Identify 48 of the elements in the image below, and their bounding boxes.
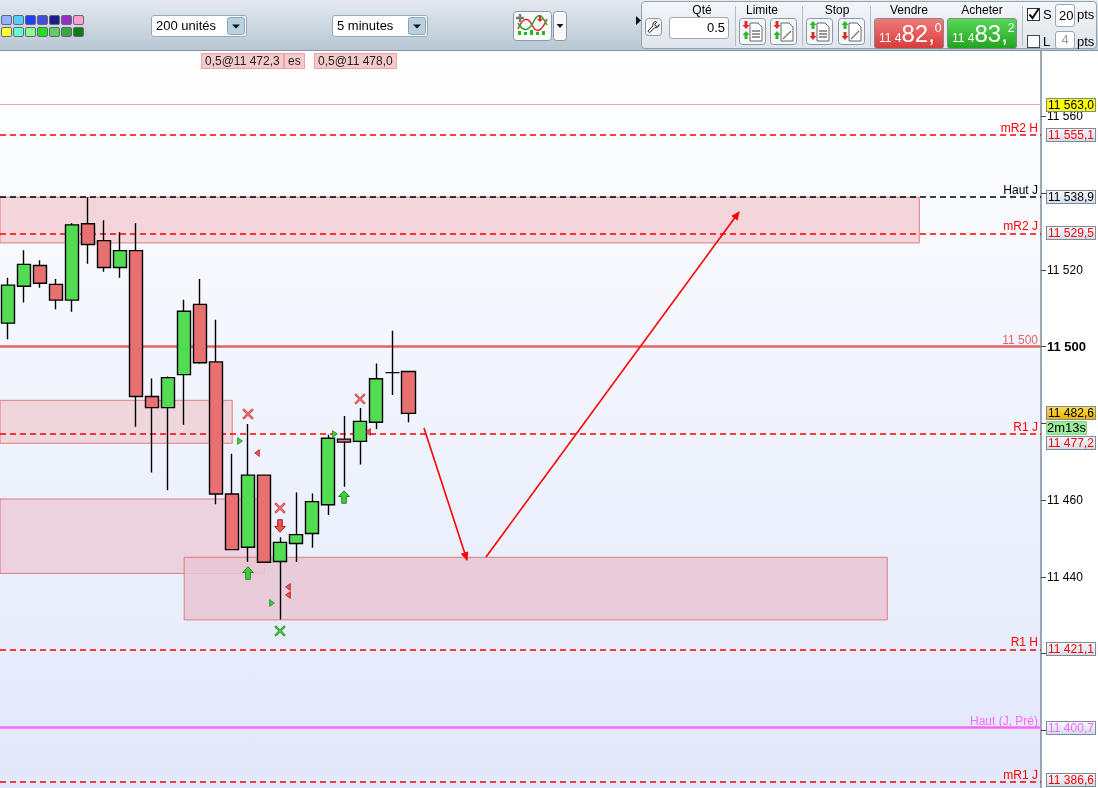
y-tick-label: 11 460 <box>1047 493 1084 508</box>
ref-line-label: Haut (J, Pré) <box>969 713 1038 728</box>
ref-line-label: mR2 J <box>1003 219 1038 234</box>
candlestick <box>112 231 128 279</box>
ref-line-label: R1 J <box>1013 420 1038 435</box>
text: Limite <box>745 3 779 17</box>
y-tick-label: 11 500 <box>1047 339 1087 355</box>
text: 11 538,9 <box>1046 190 1096 205</box>
ref-line-label: R1 H <box>1010 635 1038 650</box>
ref-line-label: mR1 J <box>1003 767 1038 782</box>
ref-line-label: Haut J <box>1003 183 1038 198</box>
text: Qté <box>692 3 712 17</box>
candlestick <box>16 249 32 304</box>
y-tick-label: 11 440 <box>1047 569 1084 584</box>
annotation: es <box>284 53 305 69</box>
text: 11 529,5 <box>1046 226 1096 241</box>
y-tick-label: 11 520 <box>1047 262 1084 277</box>
candlestick <box>320 434 336 516</box>
ref-line-label: mR2 H <box>1000 121 1038 136</box>
text: L <box>1043 34 1051 49</box>
text-field: 0.5 <box>669 17 729 39</box>
candlestick <box>288 491 304 563</box>
text: Stop <box>824 3 850 17</box>
candlestick <box>64 222 80 313</box>
candlestick <box>48 278 64 311</box>
text: 11 477,2 <box>1046 436 1096 451</box>
candlestick <box>176 299 192 426</box>
text: S <box>1043 7 1052 22</box>
text: Vendre <box>889 3 929 17</box>
text: 11 386,6 <box>1046 773 1096 787</box>
text: pts <box>1077 7 1095 22</box>
candlestick <box>0 277 16 340</box>
text: 11 482,6 <box>1046 406 1096 421</box>
candlestick <box>304 492 320 549</box>
annotation: 0,5@11 472,3 <box>201 53 284 69</box>
text: Acheter <box>961 3 1003 17</box>
text: 11 400,7 <box>1046 720 1096 735</box>
candlestick <box>32 259 48 289</box>
text-field: 4 <box>1055 31 1075 49</box>
text-field: 20 <box>1055 4 1075 27</box>
candlestick <box>368 362 384 430</box>
candlestick <box>160 375 176 491</box>
ref-line-label: 11 500 <box>1002 332 1039 347</box>
text: 11 421,1 <box>1046 642 1096 657</box>
text: pts <box>1077 34 1095 49</box>
text: 11 555,1 <box>1046 128 1096 143</box>
text: 2m13s <box>1046 420 1087 436</box>
annotation: 0,5@11 478,0 <box>314 53 397 69</box>
